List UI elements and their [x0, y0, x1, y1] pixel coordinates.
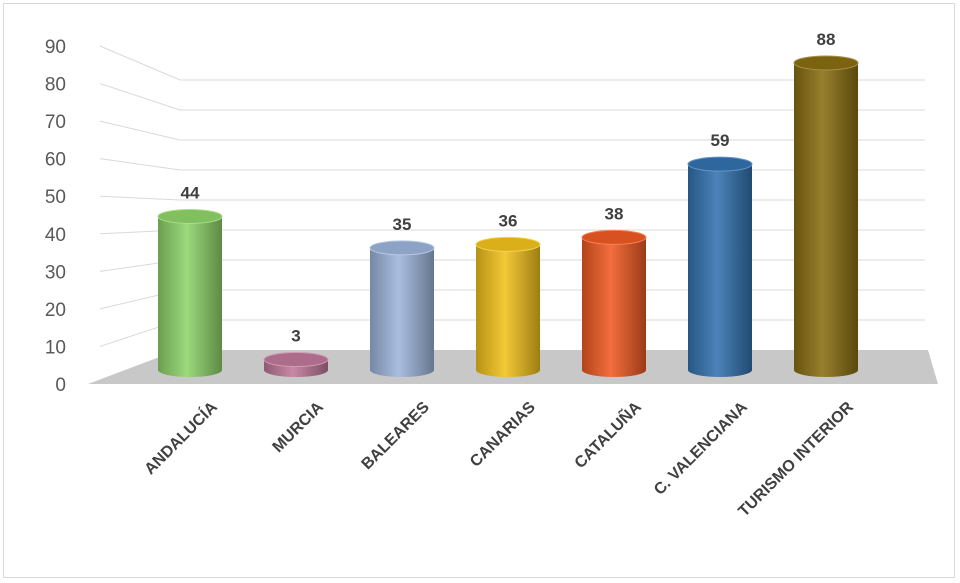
- y-tick-label: 80: [45, 75, 66, 96]
- bar-top: [581, 229, 647, 245]
- data-label-turismo-interior: 88: [817, 30, 836, 49]
- y-tick-label: 0: [55, 375, 66, 396]
- gridline: [99, 158, 925, 171]
- bar-body: [370, 247, 434, 377]
- category-label-c-valenciana: C. VALENCIANA: [651, 398, 751, 498]
- bar-top: [157, 208, 223, 224]
- bar-body: [476, 244, 540, 377]
- bar-murcia: [263, 352, 329, 377]
- y-tick-label: 50: [45, 187, 66, 208]
- category-label-canarias: CANARIAS: [467, 399, 539, 471]
- data-label-canarias: 36: [499, 211, 518, 230]
- bar-top: [263, 352, 329, 368]
- data-label-cataluna: 38: [605, 204, 624, 223]
- data-label-baleares: 35: [393, 215, 412, 234]
- bar-cataluna: [581, 229, 647, 377]
- bar-top: [369, 240, 435, 256]
- bar-top: [475, 236, 541, 252]
- y-tick-label: 60: [45, 150, 66, 171]
- gridline: [99, 83, 925, 111]
- bar-c-valenciana: [687, 156, 753, 377]
- gridline: [99, 120, 925, 141]
- y-tick-label: 70: [45, 112, 66, 133]
- bar-turismo-interior: [793, 55, 859, 377]
- gridline: [99, 195, 925, 201]
- data-label-murcia: 3: [291, 327, 300, 346]
- category-label-cataluna: CATALUÑA: [570, 396, 646, 472]
- bars: [157, 55, 859, 377]
- gridlines: [99, 45, 925, 347]
- bar-top: [687, 156, 753, 172]
- bar-body: [688, 164, 752, 377]
- data-label-andalucia: 44: [181, 183, 200, 202]
- bar-body: [794, 62, 858, 377]
- bar-andalucia: [157, 208, 223, 377]
- y-tick-label: 30: [45, 262, 66, 283]
- gridline: [99, 45, 925, 81]
- y-tick-label: 10: [45, 337, 66, 358]
- bar-body: [158, 216, 222, 377]
- bar-canarias: [475, 236, 541, 377]
- y-tick-label: 20: [45, 300, 66, 321]
- category-label-turismo-interior: TURISMO INTERIOR: [735, 398, 857, 520]
- y-axis-ticks: 0 10 20 30 40 50 60 70 80 90: [45, 37, 66, 396]
- data-label-c-valenciana: 59: [711, 131, 730, 150]
- y-tick-label: 40: [45, 225, 66, 246]
- y-tick-label: 90: [45, 37, 66, 58]
- category-label-andalucia: ANDALUCÍA: [140, 397, 221, 478]
- category-label-murcia: MURCIA: [270, 398, 328, 456]
- bar-baleares: [369, 240, 435, 377]
- bar-body: [582, 237, 646, 377]
- category-labels: ANDALUCÍA MURCIA BALEARES CANARIAS CATALUÑA C…: [140, 396, 857, 520]
- category-label-baleares: BALEARES: [359, 399, 433, 473]
- bar-top: [793, 55, 859, 71]
- data-labels: 44 3 35 36 38 59 88: [181, 30, 836, 346]
